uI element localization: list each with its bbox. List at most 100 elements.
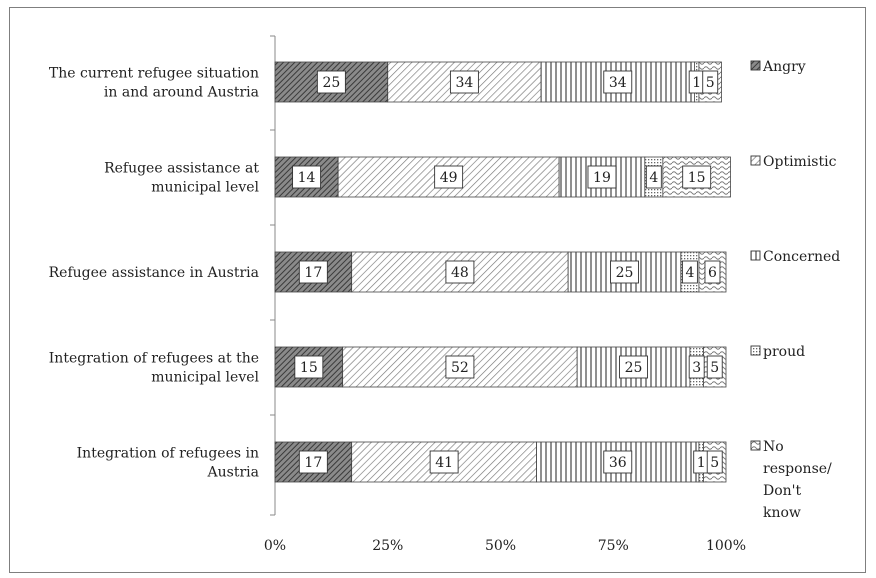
data-label: 34 bbox=[603, 70, 633, 94]
legend-label: proud bbox=[763, 344, 805, 360]
data-label-box bbox=[706, 355, 723, 379]
data-label: 1 bbox=[688, 70, 705, 94]
legend-item: No response/Don't know bbox=[750, 439, 832, 521]
data-label-box bbox=[449, 70, 479, 94]
data-label: 5 bbox=[702, 70, 719, 94]
data-label-box bbox=[316, 70, 346, 94]
data-label: 5 bbox=[706, 355, 723, 379]
bars bbox=[274, 61, 731, 483]
data-label: 25 bbox=[619, 355, 648, 379]
data-label-box bbox=[603, 70, 633, 94]
data-label: 49 bbox=[434, 165, 464, 189]
data-label-box bbox=[619, 355, 648, 379]
x-tick-label: 75% bbox=[598, 538, 629, 554]
x-tick-label: 50% bbox=[485, 538, 516, 554]
data-label-box bbox=[706, 450, 723, 474]
legend-label: No response/Don't know bbox=[763, 439, 832, 521]
data-label: 3 bbox=[688, 355, 705, 379]
data-label-text: 41 bbox=[435, 455, 453, 471]
data-label-box bbox=[704, 260, 721, 284]
data-label-box bbox=[298, 260, 328, 284]
data-label: 52 bbox=[445, 355, 475, 379]
data-label: 5 bbox=[706, 450, 723, 474]
data-label: 19 bbox=[587, 165, 617, 189]
data-label-box bbox=[603, 450, 633, 474]
x-tick-label: 25% bbox=[372, 538, 403, 554]
data-label: 17 bbox=[298, 450, 328, 474]
data-label: 36 bbox=[603, 450, 633, 474]
legend-label: Concerned bbox=[763, 249, 840, 265]
data-label-text: 1 bbox=[692, 75, 701, 91]
data-label: 15 bbox=[294, 355, 324, 379]
data-label-box bbox=[429, 450, 459, 474]
data-label-box bbox=[682, 165, 712, 189]
data-label-text: 34 bbox=[456, 75, 474, 91]
data-label: 25 bbox=[610, 260, 639, 284]
legend-item: Optimistic bbox=[750, 154, 837, 170]
data-label-text: 49 bbox=[440, 170, 458, 186]
data-label-box bbox=[445, 260, 475, 284]
data-label-box bbox=[610, 260, 639, 284]
data-label-box bbox=[292, 165, 322, 189]
data-label-box bbox=[702, 70, 719, 94]
legend-swatch bbox=[750, 155, 761, 166]
data-label-text: 14 bbox=[298, 170, 316, 186]
data-label-text: 34 bbox=[609, 75, 627, 91]
data-label-box bbox=[688, 355, 705, 379]
category-labels: The current refugee situation in and arou… bbox=[49, 66, 260, 481]
data-label-text: 25 bbox=[616, 265, 634, 281]
legend-swatch bbox=[750, 440, 761, 451]
legend-label: Angry bbox=[762, 59, 806, 75]
legend-label: Optimistic bbox=[763, 154, 837, 170]
data-label: 41 bbox=[429, 450, 459, 474]
x-tick-label: 100% bbox=[706, 538, 746, 554]
data-label: 48 bbox=[445, 260, 475, 284]
data-label-text: 4 bbox=[649, 170, 658, 186]
category-label: Integration of refugees in Austria bbox=[77, 446, 259, 481]
legend-item: Angry bbox=[750, 59, 806, 75]
data-label-text: 3 bbox=[692, 360, 701, 376]
data-label: 17 bbox=[298, 260, 328, 284]
data-label-text: 25 bbox=[322, 75, 340, 91]
x-tick-labels: 0% 25% 50% 75% 100% bbox=[264, 538, 746, 554]
data-label: 6 bbox=[704, 260, 721, 284]
data-label-text: 5 bbox=[710, 455, 719, 471]
data-label-text: 52 bbox=[451, 360, 469, 376]
axes bbox=[270, 35, 276, 516]
data-label: 14 bbox=[292, 165, 322, 189]
category-label: Refugee assistance at municipal level bbox=[104, 161, 259, 196]
x-tick-label: 0% bbox=[264, 538, 286, 554]
legend-swatch bbox=[750, 60, 761, 71]
data-label: 1 bbox=[693, 450, 710, 474]
category-label: Integration of refugees at the municipal … bbox=[49, 351, 260, 386]
data-label-text: 48 bbox=[451, 265, 469, 281]
data-label-box bbox=[298, 450, 328, 474]
data-label-box bbox=[587, 165, 617, 189]
data-label-text: 36 bbox=[609, 455, 627, 471]
data-label: 34 bbox=[449, 70, 479, 94]
data-label-box bbox=[294, 355, 324, 379]
category-label: Refugee assistance in Austria bbox=[49, 265, 259, 281]
data-label-text: 19 bbox=[593, 170, 611, 186]
data-label-text: 4 bbox=[685, 265, 694, 281]
data-label: 25 bbox=[316, 70, 346, 94]
data-label-text: 5 bbox=[706, 75, 715, 91]
category-label: The current refugee situation in and arou… bbox=[49, 66, 259, 101]
data-label-box bbox=[681, 260, 698, 284]
legend: Angry Optimistic Concerned proud No response/… bbox=[750, 59, 840, 521]
data-label-text: 1 bbox=[697, 455, 706, 471]
data-label: 4 bbox=[681, 260, 698, 284]
data-label-box bbox=[434, 165, 464, 189]
data-label-text: 25 bbox=[625, 360, 643, 376]
data-label-text: 6 bbox=[708, 265, 717, 281]
legend-item: Concerned bbox=[750, 249, 840, 265]
data-label-text: 17 bbox=[304, 265, 322, 281]
data-label: 15 bbox=[682, 165, 712, 189]
data-label-text: 15 bbox=[688, 170, 706, 186]
data-label: 4 bbox=[645, 165, 662, 189]
data-label-text: 17 bbox=[304, 455, 322, 471]
data-label-text: 15 bbox=[300, 360, 318, 376]
data-label-text: 5 bbox=[710, 360, 719, 376]
